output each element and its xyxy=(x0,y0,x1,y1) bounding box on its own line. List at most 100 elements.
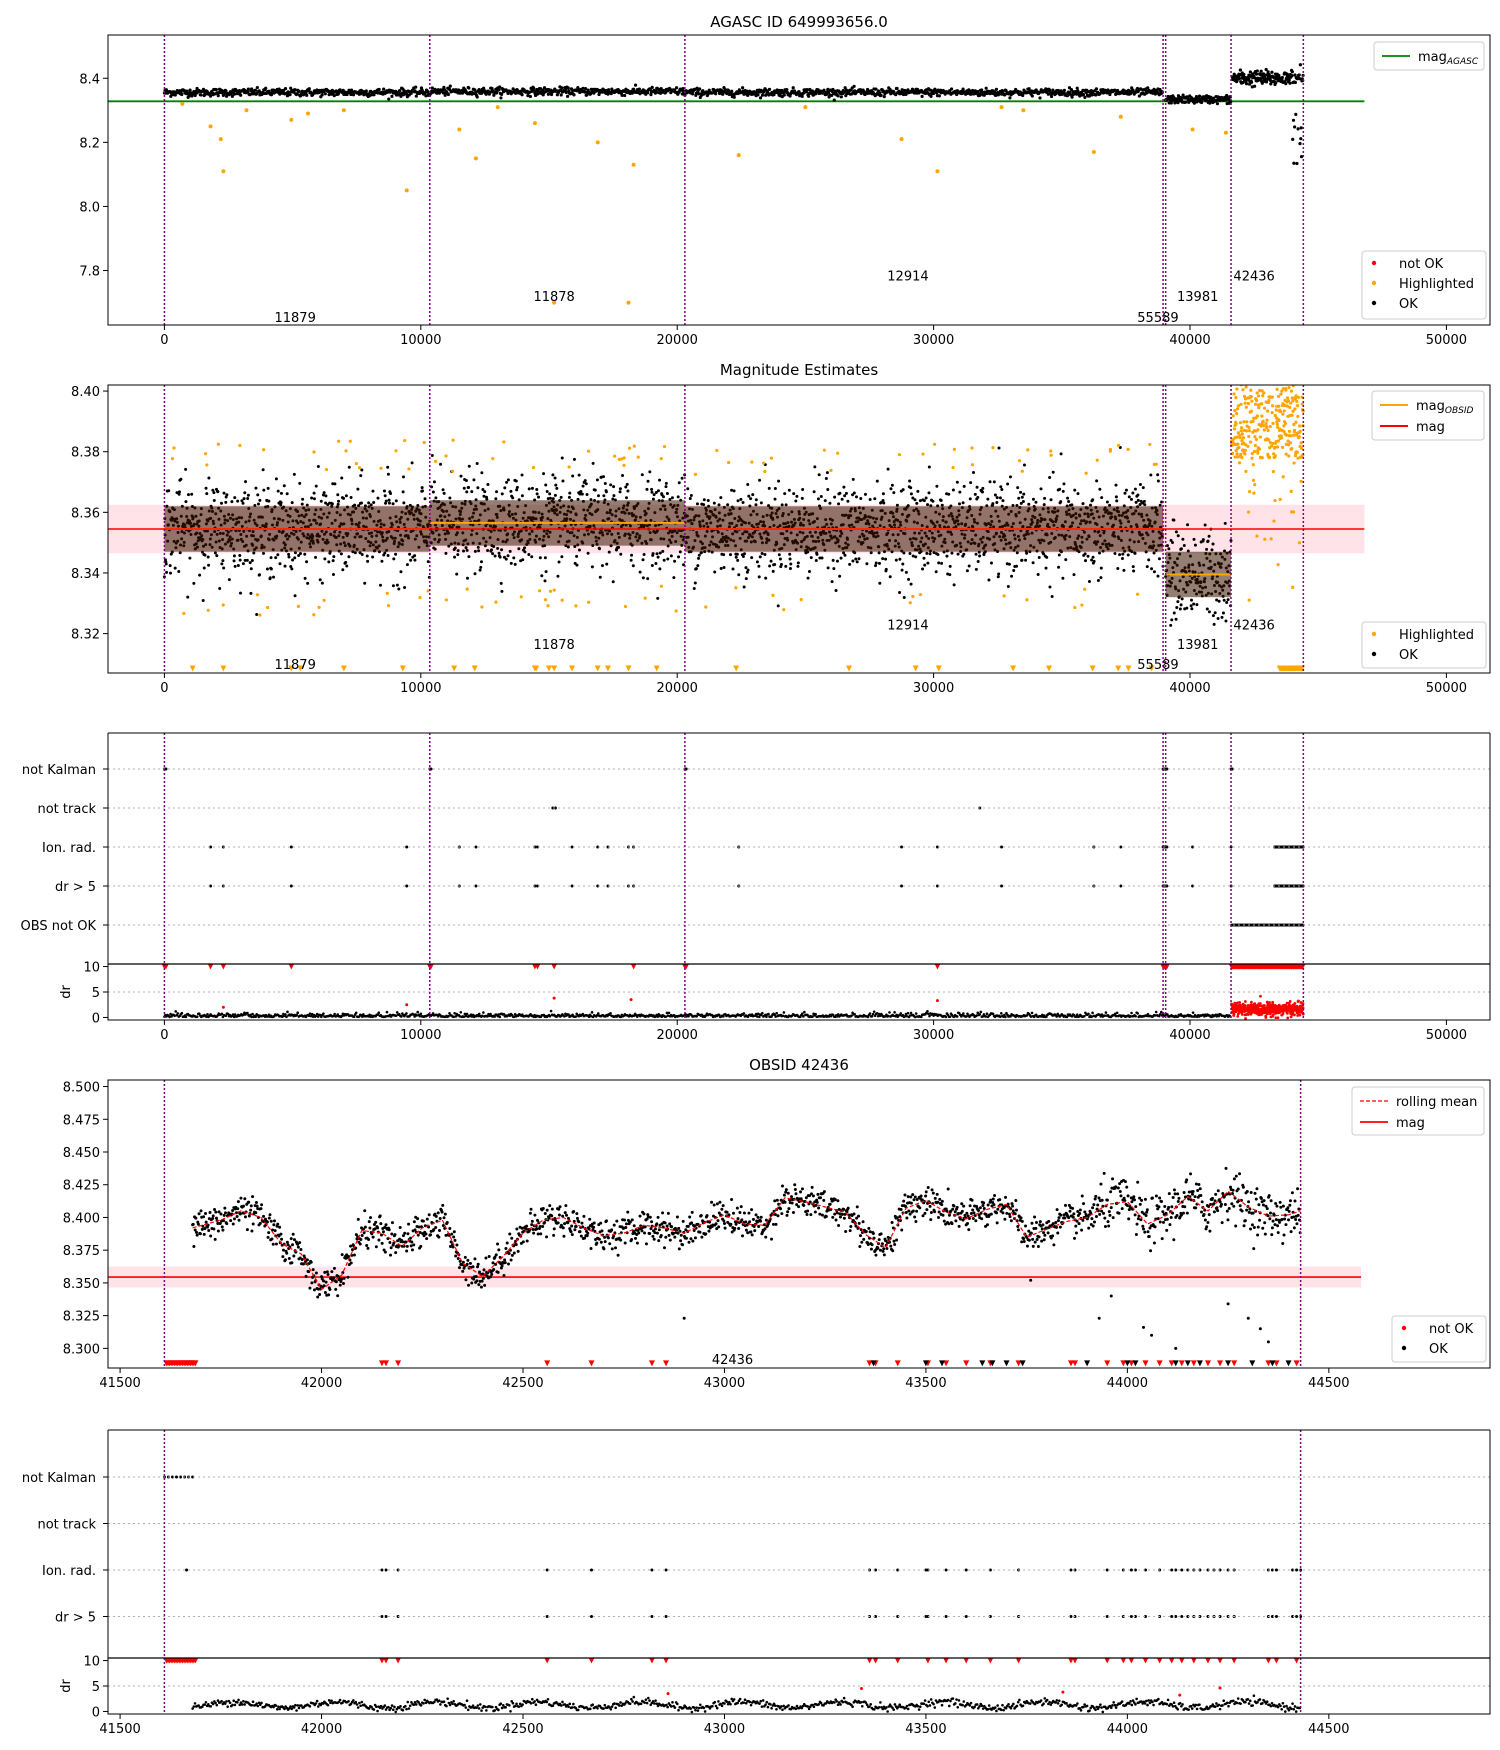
ok-point xyxy=(731,567,735,571)
highlighted-point xyxy=(1017,459,1022,463)
ok-point xyxy=(1292,161,1296,165)
ok-point xyxy=(246,87,250,91)
ok-point xyxy=(359,474,363,478)
highlighted-point xyxy=(970,446,974,450)
ok-point xyxy=(646,577,650,581)
ok-point xyxy=(178,551,182,555)
ok-point xyxy=(509,489,513,493)
ok-point xyxy=(796,561,800,565)
ok-point xyxy=(670,496,674,500)
ok-point xyxy=(1057,89,1061,93)
ok-point xyxy=(441,488,445,492)
ok-point xyxy=(728,553,732,557)
ok-point xyxy=(279,491,283,495)
highlighted-point xyxy=(803,105,808,110)
ok-point xyxy=(693,581,697,585)
ok-point xyxy=(405,92,409,96)
legend-label: not OK xyxy=(1399,257,1444,272)
ok-point xyxy=(544,483,548,487)
ok-point xyxy=(528,94,533,99)
ok-point xyxy=(1147,558,1151,562)
ok-point xyxy=(401,475,405,479)
ok-point xyxy=(274,556,278,560)
ok-point xyxy=(1066,496,1070,500)
ok-point xyxy=(1298,142,1302,146)
ok-point xyxy=(459,474,463,478)
ok-point xyxy=(1158,503,1162,507)
ok-point xyxy=(895,503,899,507)
ok-point xyxy=(714,92,718,96)
ok-point xyxy=(994,87,999,91)
ok-point xyxy=(586,551,590,555)
ok-point xyxy=(1131,491,1135,495)
ok-point xyxy=(1010,574,1014,578)
ok-point xyxy=(1122,568,1126,572)
ok-point xyxy=(712,501,716,505)
ok-point xyxy=(908,552,912,556)
ok-point xyxy=(854,495,858,499)
ok-point xyxy=(921,567,925,571)
ok-point xyxy=(1242,72,1246,77)
highlighted-point xyxy=(404,188,409,193)
ok-point xyxy=(523,550,527,554)
ok-point xyxy=(1038,96,1042,100)
ok-point xyxy=(999,485,1003,489)
ok-point xyxy=(1124,488,1128,492)
ok-point xyxy=(476,545,480,549)
ok-point xyxy=(567,495,571,499)
ok-point xyxy=(629,558,633,562)
ok-point xyxy=(807,569,811,573)
ok-point xyxy=(426,560,430,564)
ok-point xyxy=(331,482,335,486)
ok-point xyxy=(236,563,240,567)
ok-point xyxy=(1201,538,1205,542)
ok-point xyxy=(1172,518,1176,522)
x-tick-label: 0 xyxy=(160,333,168,348)
ok-point xyxy=(1017,496,1021,500)
ok-point xyxy=(1062,88,1066,92)
ok-point xyxy=(993,493,997,497)
ok-point xyxy=(1287,78,1291,82)
ok-point xyxy=(305,93,309,97)
ok-point xyxy=(884,567,888,571)
ok-point xyxy=(521,558,525,562)
ok-point xyxy=(509,561,513,565)
ok-point xyxy=(1098,487,1102,491)
ok-point xyxy=(430,86,434,90)
ok-point xyxy=(239,93,243,97)
ok-point xyxy=(1223,521,1227,525)
ok-point xyxy=(232,554,236,558)
ok-point xyxy=(575,563,579,567)
ok-point xyxy=(922,556,926,560)
ok-point xyxy=(255,612,259,616)
ok-point xyxy=(337,499,341,503)
ok-point xyxy=(1211,614,1215,618)
ok-point xyxy=(846,499,850,503)
ok-point xyxy=(581,484,585,488)
ok-point xyxy=(1031,497,1035,501)
highlighted-point xyxy=(203,452,208,456)
ok-point xyxy=(573,544,577,548)
ok-point xyxy=(332,555,336,559)
highlighted-point xyxy=(1084,471,1088,475)
highlighted-point xyxy=(762,461,766,465)
ok-point xyxy=(1045,555,1049,559)
ok-point xyxy=(216,94,220,98)
highlighted-point xyxy=(595,140,600,145)
ok-point xyxy=(855,560,859,564)
ok-point xyxy=(1207,610,1211,614)
ok-point xyxy=(1156,473,1160,477)
ok-point xyxy=(842,551,846,555)
ok-point xyxy=(788,557,792,561)
ok-point xyxy=(323,557,327,561)
ok-point xyxy=(1192,602,1196,606)
highlighted-point xyxy=(1026,448,1030,452)
ok-point xyxy=(878,581,882,585)
ok-point xyxy=(205,492,209,496)
highlighted-point xyxy=(617,457,621,461)
ok-point xyxy=(364,89,368,93)
ok-point xyxy=(688,496,692,500)
ok-point xyxy=(607,88,611,92)
ok-point xyxy=(886,467,890,471)
ok-point xyxy=(973,492,977,496)
